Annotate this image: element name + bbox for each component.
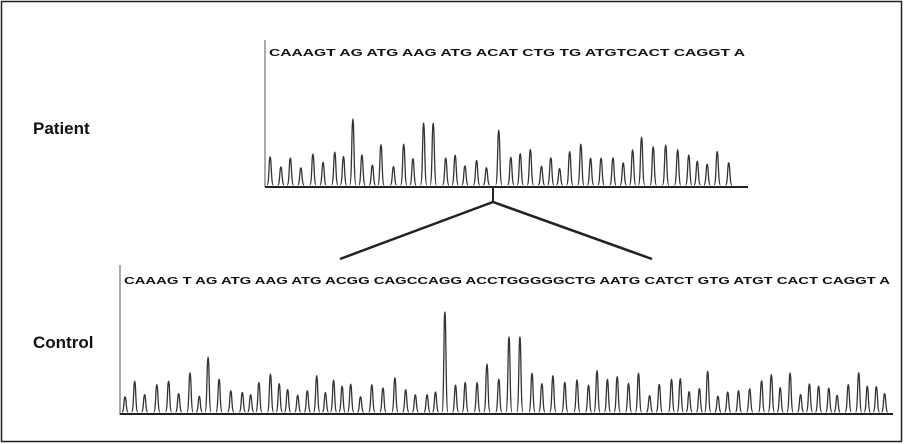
patient-label: Patient	[33, 119, 90, 138]
patient-sequence: CAAAGT AG ATG AAG ATG ACAT CTG TG ATGTCA…	[269, 48, 745, 59]
figure: Patient CAAAGT AG ATG AAG ATG ACAT CTG T…	[0, 0, 905, 444]
control-sequence: CAAAG T AG ATG AAG ATG ACGG CAGCCAGG ACC…	[124, 276, 890, 287]
frame	[2, 2, 902, 442]
page: Patient CAAAGT AG ATG AAG ATG ACAT CTG T…	[0, 0, 905, 444]
control-label: Control	[33, 333, 93, 352]
